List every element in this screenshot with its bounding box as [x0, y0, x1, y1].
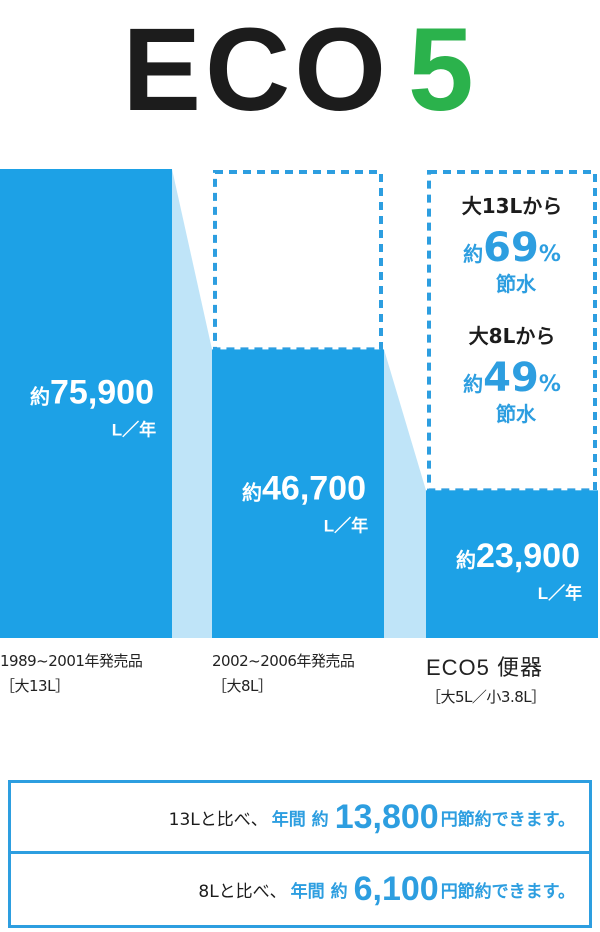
category-capacity: ［大13L］ — [0, 677, 70, 695]
category-years: 1989~2001年発売品 — [0, 652, 143, 670]
category-label-2002: 2002~2006年発売品 ［大8L］ — [212, 650, 355, 696]
savings-period: 年間 約 — [290, 882, 348, 902]
savings-box: 13Lと比べ、 年間 約 13,800 円節約できます。 8Lと比べ、 年間 約… — [8, 780, 592, 928]
water-usage-chart: 約75,900L／年約46,700L／年約23,900L／年大13Lから約69%… — [0, 169, 598, 638]
bar-connector — [172, 169, 212, 638]
page-title: ECO 5 — [0, 0, 600, 136]
category-capacity: ［大8L］ — [212, 677, 273, 695]
bar — [212, 349, 384, 638]
title-eco: ECO — [122, 4, 391, 136]
savings-suffix: 円節約できます。 — [440, 882, 575, 902]
unit-label: L／年 — [324, 515, 368, 535]
unit-label: L／年 — [112, 420, 156, 440]
savings-comparison: 8Lと比べ、 — [198, 882, 287, 902]
data-label: 約23,900 — [456, 537, 580, 575]
annotation-from: 大8Lから — [469, 324, 556, 348]
category-name: ECO5 便器 — [426, 655, 544, 680]
annotation-percent: 約49% — [463, 355, 561, 401]
savings-suffix: 円節約できます。 — [440, 809, 575, 830]
data-label: 約46,700 — [242, 469, 366, 507]
savings-row-13l: 13Lと比べ、 年間 約 13,800 円節約できます。 — [11, 783, 589, 854]
savings-amount: 6,100 — [353, 870, 439, 908]
annotation-from: 大13Lから — [462, 194, 563, 218]
previous-level-outline — [213, 170, 383, 352]
category-label-eco5: ECO5 便器 ［大5L／小3.8L］ — [426, 650, 546, 707]
title-five: 5 — [408, 4, 478, 136]
unit-label: L／年 — [538, 583, 582, 603]
savings-row-8l: 8Lと比べ、 年間 約 6,100 円節約できます。 — [11, 854, 589, 925]
savings-period: 年間 約 — [271, 809, 329, 830]
category-capacity: ［大5L／小3.8L］ — [426, 688, 546, 706]
bar-connector — [384, 349, 426, 638]
category-label-1989: 1989~2001年発売品 ［大13L］ — [0, 650, 143, 696]
category-years: 2002~2006年発売品 — [212, 652, 355, 670]
annotation-label: 節水 — [496, 272, 537, 296]
annotation-percent: 約69% — [463, 225, 561, 271]
data-label: 約75,900 — [30, 374, 154, 412]
bar — [0, 169, 172, 638]
savings-comparison: 13Lと比べ、 — [168, 809, 268, 830]
annotation-label: 節水 — [496, 402, 537, 426]
savings-amount: 13,800 — [334, 797, 439, 836]
bar — [426, 490, 598, 638]
